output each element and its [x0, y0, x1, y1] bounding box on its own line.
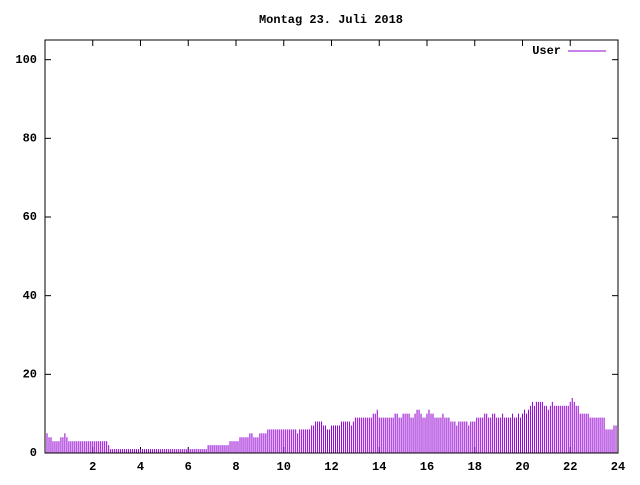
chart-title: Montag 23. Juli 2018	[259, 13, 403, 27]
y-tick-label: 20	[23, 368, 37, 382]
y-tick-label: 60	[23, 210, 37, 224]
x-tick-label: 22	[563, 460, 577, 474]
x-tick-label: 14	[372, 460, 386, 474]
y-tick-label: 100	[15, 53, 37, 67]
x-tick-label: 10	[277, 460, 291, 474]
x-tick-label: 24	[611, 460, 625, 474]
x-tick-label: 2	[89, 460, 96, 474]
y-tick-label: 80	[23, 132, 37, 146]
y-tick-label: 40	[23, 289, 37, 303]
x-tick-label: 20	[515, 460, 529, 474]
legend-label: User	[532, 44, 561, 58]
x-tick-label: 6	[185, 460, 192, 474]
x-tick-label: 4	[137, 460, 144, 474]
y-tick-label: 0	[30, 446, 37, 460]
x-tick-label: 8	[232, 460, 239, 474]
x-tick-label: 16	[420, 460, 434, 474]
x-tick-label: 18	[468, 460, 482, 474]
plot-frame	[44, 39, 619, 454]
x-tick-label: 12	[324, 460, 338, 474]
